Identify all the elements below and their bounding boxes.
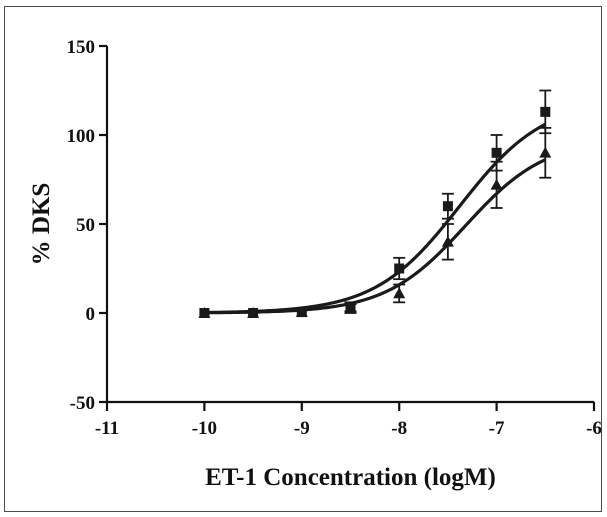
y-tick-label: 100 <box>67 126 96 147</box>
x-tick-label: -8 <box>391 418 407 439</box>
x-axis-ticks: -11 -10 -9 -8 -7 -6 <box>95 402 602 439</box>
square-point <box>540 106 551 117</box>
triangle-point <box>344 301 357 313</box>
y-tick-label: 0 <box>86 304 96 325</box>
fit-curve-triangle <box>204 158 546 315</box>
x-axis-title: ET-1 Concentration (logM) <box>205 464 496 491</box>
triangle-point <box>490 178 503 190</box>
x-tick-label: -9 <box>294 418 310 439</box>
fit-curves <box>204 122 547 315</box>
x-tick-label: -11 <box>95 418 119 439</box>
x-tick-label: -6 <box>586 418 602 439</box>
x-tick-label: -7 <box>489 418 505 439</box>
triangle-point <box>198 307 211 318</box>
triangle-point <box>393 287 406 299</box>
triangle-point <box>295 306 308 317</box>
data-points <box>198 106 552 318</box>
y-tick-label: -50 <box>70 393 95 414</box>
chart-frame: 150 100 50 0 -50 -11 -10 -9 -8 -7 -6 ET-1 Concent… <box>4 6 602 512</box>
square-point <box>491 147 502 158</box>
square-point <box>442 201 453 212</box>
y-tick-label: 50 <box>76 215 95 236</box>
chart-plot: 150 100 50 0 -50 -11 -10 -9 -8 -7 -6 ET-1 Concent… <box>28 37 602 491</box>
triangle-point <box>441 235 454 247</box>
triangle-point <box>539 146 552 158</box>
y-tick-label: 150 <box>67 37 96 58</box>
chart-axes <box>105 46 594 404</box>
y-axis-title: % DKS <box>28 183 55 266</box>
x-tick-label: -10 <box>192 418 217 439</box>
triangle-point <box>247 307 260 318</box>
y-axis-ticks: 150 100 50 0 -50 <box>67 37 107 414</box>
square-point <box>394 263 405 274</box>
